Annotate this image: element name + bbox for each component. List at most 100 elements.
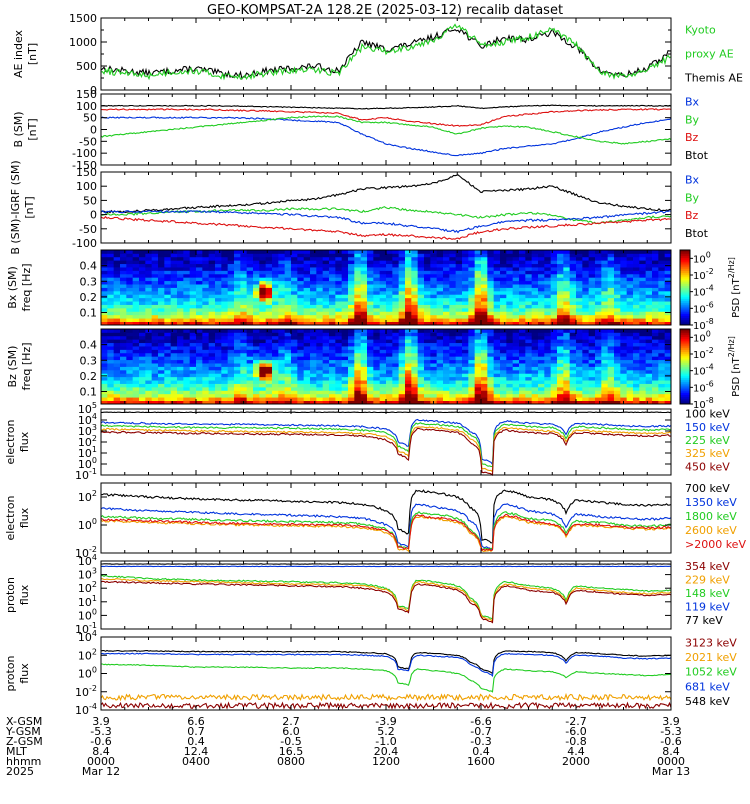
specbx-cell — [608, 250, 615, 254]
specbx-cell — [500, 315, 507, 319]
specbx-cell — [247, 311, 254, 315]
specbx-cell — [139, 318, 146, 322]
specbx-cell — [494, 253, 501, 257]
specbz-cell — [342, 329, 349, 333]
specbz-cell — [468, 329, 475, 333]
specbx-cell — [399, 284, 406, 288]
specbz-cell — [291, 332, 298, 336]
specbx-cell — [329, 298, 336, 302]
specbz-cell — [101, 377, 108, 381]
specbz-cell — [386, 356, 393, 360]
specbz-cell — [215, 373, 222, 377]
specbz-cell — [443, 390, 450, 394]
specbx-cell — [468, 301, 475, 305]
specbz-cell — [475, 377, 482, 381]
specbx-cell — [310, 298, 317, 302]
specbz-cell — [386, 360, 393, 364]
specbz-cell — [443, 370, 450, 374]
specbx-cell — [627, 277, 634, 281]
specbz-cell — [633, 329, 640, 333]
specbx-cell — [221, 315, 228, 319]
specbz-cell — [367, 346, 374, 350]
specbx-cell — [576, 270, 583, 274]
specbx-cell — [164, 301, 171, 305]
specbz-cell — [468, 349, 475, 353]
specbz-cell — [513, 349, 520, 353]
specbx-cell — [164, 298, 171, 302]
specbz-cell — [190, 339, 197, 343]
specbx-cell — [652, 264, 659, 268]
specbx-cell — [342, 270, 349, 274]
specbx-cell — [399, 270, 406, 274]
specbx-cell — [126, 291, 133, 295]
specbx-cell — [633, 294, 640, 298]
specbz-cell — [221, 373, 228, 377]
specbx-cell — [506, 311, 513, 315]
specbz-cell — [544, 397, 551, 401]
specbx-cell — [240, 298, 247, 302]
specbz-cell — [215, 332, 222, 336]
specbx-cell — [240, 305, 247, 309]
specbx-cell — [443, 281, 450, 285]
specbx-cell — [576, 315, 583, 319]
specbx-cell — [551, 274, 558, 278]
specbz-cell — [658, 343, 665, 347]
specbz-cell — [386, 349, 393, 353]
specbx-cell — [456, 264, 463, 268]
specbx-cell — [304, 253, 311, 257]
specbz-cell — [487, 390, 494, 394]
specbz-cell — [494, 363, 501, 367]
specbz-cell — [297, 370, 304, 374]
specbz-cell — [145, 387, 152, 391]
specbx-cell — [608, 281, 615, 285]
specbz-cell — [361, 363, 368, 367]
specbx-cell — [259, 284, 266, 288]
specbz-cell — [259, 356, 266, 360]
specbz-cell — [658, 332, 665, 336]
specbx-cell — [639, 250, 646, 254]
specbx-cell — [335, 253, 342, 257]
specbx-cell — [639, 301, 646, 305]
specbz-cell — [652, 339, 659, 343]
specbx-cell — [316, 277, 323, 281]
specbz-cell — [443, 380, 450, 384]
specbx-cell — [202, 288, 209, 292]
specbx-cell — [652, 318, 659, 322]
specbz-cell — [158, 356, 165, 360]
specbz-cell — [196, 370, 203, 374]
specbz-cell — [190, 363, 197, 367]
specbx-cell — [297, 274, 304, 278]
specbz-cell — [487, 353, 494, 357]
specbx-cell — [310, 291, 317, 295]
specbx-cell — [272, 257, 279, 261]
specbz-cell — [551, 349, 558, 353]
specbx-cell — [278, 267, 285, 271]
specbz-cell — [487, 397, 494, 401]
specbz-cell — [557, 394, 564, 398]
specbz-cell — [532, 329, 539, 333]
specbx-cell — [665, 274, 672, 278]
specbz-cell — [107, 380, 114, 384]
specbx-cell — [215, 305, 222, 309]
specbz-cell — [266, 384, 273, 388]
specbx-cell — [291, 250, 298, 254]
specbz-cell — [367, 390, 374, 394]
specbz-cell — [310, 390, 317, 394]
specbx-cell — [253, 264, 260, 268]
specbx-cell — [373, 253, 380, 257]
specbz-cell — [532, 394, 539, 398]
specbx-cell — [145, 294, 152, 298]
specbz-cell — [399, 380, 406, 384]
specbz-cell — [513, 394, 520, 398]
specbx-cell — [424, 318, 431, 322]
specbz-cell — [424, 367, 431, 371]
specbz-cell — [500, 390, 507, 394]
specbz-cell — [614, 363, 621, 367]
specbx-cell — [424, 315, 431, 319]
specbz-cell — [316, 384, 323, 388]
specbx-cell — [411, 291, 418, 295]
specbx-cell — [158, 274, 165, 278]
specbz-cell — [145, 353, 152, 357]
specbz-cell — [215, 360, 222, 364]
specbx-cell — [209, 274, 216, 278]
